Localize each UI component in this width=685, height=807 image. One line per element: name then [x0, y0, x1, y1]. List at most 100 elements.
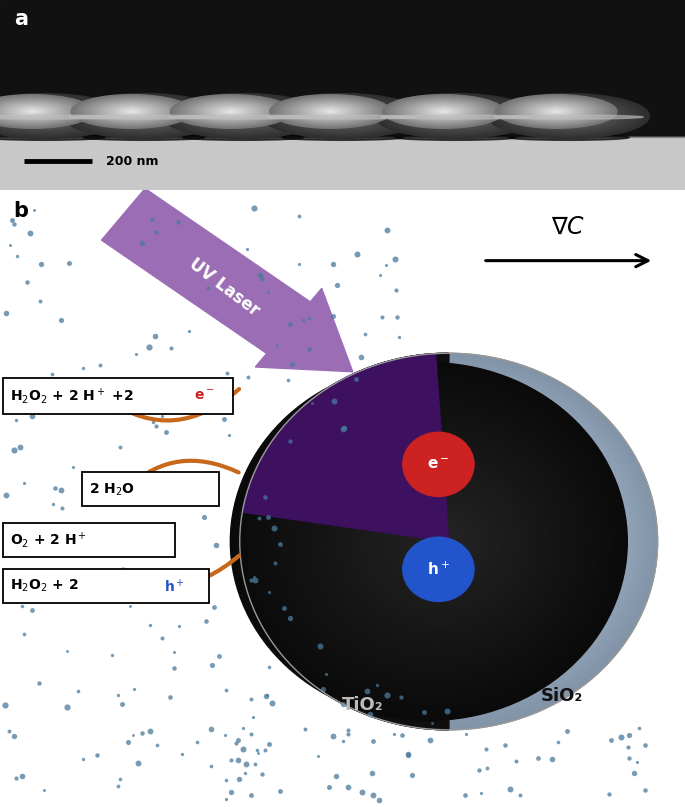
- Circle shape: [430, 477, 543, 579]
- Circle shape: [436, 480, 540, 575]
- Circle shape: [442, 112, 469, 119]
- Circle shape: [496, 94, 617, 128]
- Text: 200 nm: 200 nm: [106, 155, 159, 168]
- Circle shape: [27, 111, 62, 121]
- Circle shape: [29, 111, 36, 112]
- Circle shape: [239, 115, 247, 117]
- Circle shape: [380, 95, 531, 137]
- Circle shape: [320, 109, 341, 115]
- Circle shape: [17, 107, 47, 115]
- Circle shape: [137, 114, 151, 118]
- Circle shape: [560, 114, 577, 118]
- Circle shape: [305, 395, 619, 678]
- Circle shape: [443, 113, 468, 119]
- Circle shape: [414, 103, 472, 119]
- Circle shape: [358, 429, 587, 637]
- Circle shape: [260, 367, 645, 713]
- Circle shape: [419, 105, 468, 118]
- Circle shape: [0, 95, 119, 136]
- Circle shape: [556, 113, 581, 119]
- Circle shape: [383, 96, 528, 136]
- Circle shape: [290, 102, 395, 131]
- Circle shape: [414, 466, 553, 591]
- Circle shape: [531, 104, 582, 119]
- Circle shape: [438, 533, 458, 550]
- Circle shape: [98, 103, 190, 128]
- Circle shape: [223, 111, 263, 122]
- Circle shape: [453, 115, 458, 117]
- Circle shape: [462, 497, 525, 554]
- Circle shape: [121, 110, 166, 123]
- Circle shape: [162, 94, 324, 138]
- Circle shape: [141, 115, 147, 117]
- Circle shape: [312, 430, 560, 654]
- Circle shape: [97, 102, 166, 121]
- Circle shape: [496, 96, 641, 136]
- Circle shape: [528, 105, 609, 128]
- Circle shape: [524, 103, 613, 128]
- Circle shape: [454, 492, 529, 560]
- Circle shape: [175, 97, 312, 135]
- Circle shape: [28, 111, 37, 113]
- Circle shape: [541, 107, 571, 115]
- Circle shape: [166, 94, 320, 137]
- Circle shape: [440, 112, 471, 120]
- Circle shape: [106, 104, 158, 119]
- Circle shape: [21, 108, 45, 115]
- Circle shape: [0, 97, 86, 126]
- Circle shape: [232, 113, 254, 119]
- Circle shape: [397, 100, 514, 132]
- FancyBboxPatch shape: [3, 378, 233, 414]
- Circle shape: [193, 101, 269, 122]
- Circle shape: [545, 109, 593, 123]
- Circle shape: [442, 111, 445, 112]
- Circle shape: [92, 102, 195, 130]
- Circle shape: [384, 95, 503, 128]
- Circle shape: [297, 391, 623, 684]
- Circle shape: [208, 107, 278, 126]
- Circle shape: [301, 104, 384, 128]
- Circle shape: [308, 107, 377, 126]
- Circle shape: [287, 101, 398, 132]
- Circle shape: [395, 98, 492, 125]
- Circle shape: [95, 102, 192, 129]
- Circle shape: [270, 94, 391, 128]
- Circle shape: [342, 420, 597, 649]
- Circle shape: [165, 94, 321, 137]
- Circle shape: [432, 108, 456, 115]
- Circle shape: [0, 100, 101, 132]
- Text: h$^+$: h$^+$: [427, 561, 450, 578]
- Circle shape: [0, 98, 79, 124]
- Circle shape: [422, 106, 464, 117]
- Circle shape: [498, 521, 503, 525]
- Circle shape: [101, 103, 162, 120]
- Circle shape: [327, 111, 334, 112]
- Circle shape: [365, 435, 582, 630]
- Circle shape: [446, 113, 465, 119]
- Circle shape: [416, 515, 475, 568]
- Circle shape: [238, 115, 249, 118]
- Circle shape: [216, 108, 270, 123]
- Circle shape: [184, 99, 303, 132]
- Circle shape: [168, 95, 319, 137]
- Circle shape: [10, 105, 55, 118]
- Circle shape: [319, 108, 342, 115]
- Circle shape: [499, 97, 638, 136]
- Circle shape: [316, 107, 344, 115]
- Circle shape: [355, 428, 588, 638]
- Circle shape: [517, 101, 596, 123]
- Circle shape: [303, 104, 358, 119]
- Circle shape: [421, 107, 490, 126]
- Circle shape: [0, 95, 120, 137]
- Circle shape: [88, 101, 199, 132]
- Circle shape: [282, 98, 379, 125]
- Circle shape: [511, 99, 602, 124]
- Circle shape: [0, 98, 108, 133]
- Circle shape: [527, 103, 585, 119]
- Circle shape: [532, 105, 581, 118]
- Circle shape: [172, 96, 314, 136]
- Circle shape: [445, 113, 466, 119]
- Circle shape: [97, 103, 191, 129]
- Text: $\nabla C$: $\nabla C$: [551, 215, 586, 239]
- Circle shape: [540, 108, 597, 123]
